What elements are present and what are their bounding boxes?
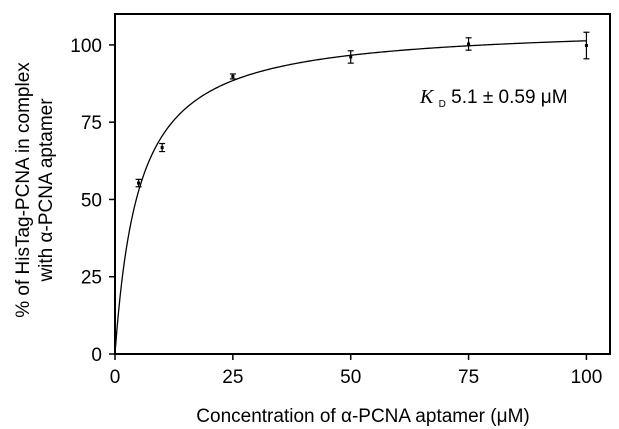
x-axis-title: Concentration of α-PCNA aptamer (μM) [196,406,529,427]
y-tick-label: 0 [91,345,102,366]
kd-subscript: D [439,99,446,110]
kd-value: 5.1 ± 0.59 μM [451,87,567,108]
x-tick-label: 50 [340,367,361,388]
y-tick-label: 75 [81,113,102,134]
data-point [160,146,164,150]
x-tick-label: 100 [571,367,603,388]
y-tick-label: 50 [81,190,102,211]
data-point [467,42,471,46]
data-point [231,74,235,78]
x-tick-label: 0 [110,367,121,388]
y-axis-title-line2: with α-PCNA aptamer [36,98,57,283]
y-tick-label: 25 [81,268,102,289]
y-tick-label: 100 [70,36,102,57]
plot-area: 0 25 50 75 100 0 25 50 75 100 [70,13,611,388]
plot-frame [114,13,611,355]
kd-annotation: K D 5.1 ± 0.59 μM [419,86,568,112]
x-tick-label: 25 [222,367,243,388]
data-point [584,44,588,48]
data-point [137,181,141,185]
data-point [349,55,353,59]
y-axis-title-line1: % of HisTag-PCNA in complex [13,62,34,318]
kd-symbol: K [419,86,435,108]
y-axis-title-group: % of HisTag-PCNA in complex with α-PCNA … [13,62,57,318]
x-tick-label: 75 [458,367,479,388]
